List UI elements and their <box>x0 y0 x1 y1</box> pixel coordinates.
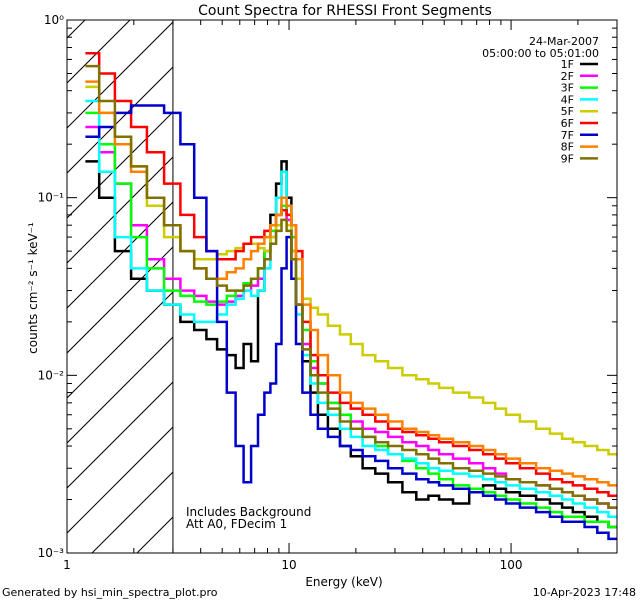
y-tick-label: 10⁻³ <box>38 546 65 560</box>
hatch-line <box>67 66 173 174</box>
y-tick-label: 10⁻¹ <box>38 191 65 205</box>
hatch-line <box>67 201 173 309</box>
date-label: 24-Mar-2007 <box>529 35 599 48</box>
y-axis-label: counts cm⁻² s⁻¹ keV⁻¹ <box>26 222 40 354</box>
legend-label-8F: 8F <box>561 141 574 154</box>
legend-label-6F: 6F <box>561 117 574 130</box>
note-attenuator: Att A0, FDecim 1 <box>186 517 287 531</box>
x-tick-label: 1 <box>63 558 71 572</box>
y-tick-label: 10⁰ <box>44 13 64 27</box>
series-line-7F <box>85 104 617 541</box>
legend-label-1F: 1F <box>561 58 574 71</box>
series-line-5F <box>85 85 617 456</box>
series-layer <box>85 51 617 541</box>
footer-timestamp: 10-Apr-2023 17:48 <box>533 586 636 599</box>
x-tick-label: 100 <box>500 558 523 572</box>
legend-label-4F: 4F <box>561 93 574 106</box>
legend-label-3F: 3F <box>561 82 574 95</box>
series-line-9F <box>85 64 617 509</box>
legend-label-7F: 7F <box>561 129 574 142</box>
note-background: Includes Background <box>186 505 311 519</box>
legend-label-9F: 9F <box>561 152 574 165</box>
hatch-line <box>67 21 173 129</box>
series-line-3F <box>85 111 617 529</box>
series-group <box>85 51 617 541</box>
hatch-line <box>67 426 173 534</box>
series-line-4F <box>85 99 617 518</box>
time-range-label: 05:00:00 to 05:01:00 <box>482 47 599 60</box>
legend-label-2F: 2F <box>561 70 574 83</box>
hatch-line <box>67 381 173 489</box>
x-tick-label: 10 <box>281 558 296 572</box>
axes-layer: 10⁰ 10⁻¹ 10⁻² 10⁻³1 10 100 <box>38 13 618 572</box>
y-tick-label: 10⁻² <box>38 368 65 382</box>
plot-frame <box>66 19 618 554</box>
chart-title: Count Spectra for RHESSI Front Segments <box>198 3 492 19</box>
footer-generated-by: Generated by hsi_min_spectra_plot.pro <box>2 586 218 599</box>
x-axis-label: Energy (keV) <box>305 575 382 589</box>
legend-label-5F: 5F <box>561 105 574 118</box>
